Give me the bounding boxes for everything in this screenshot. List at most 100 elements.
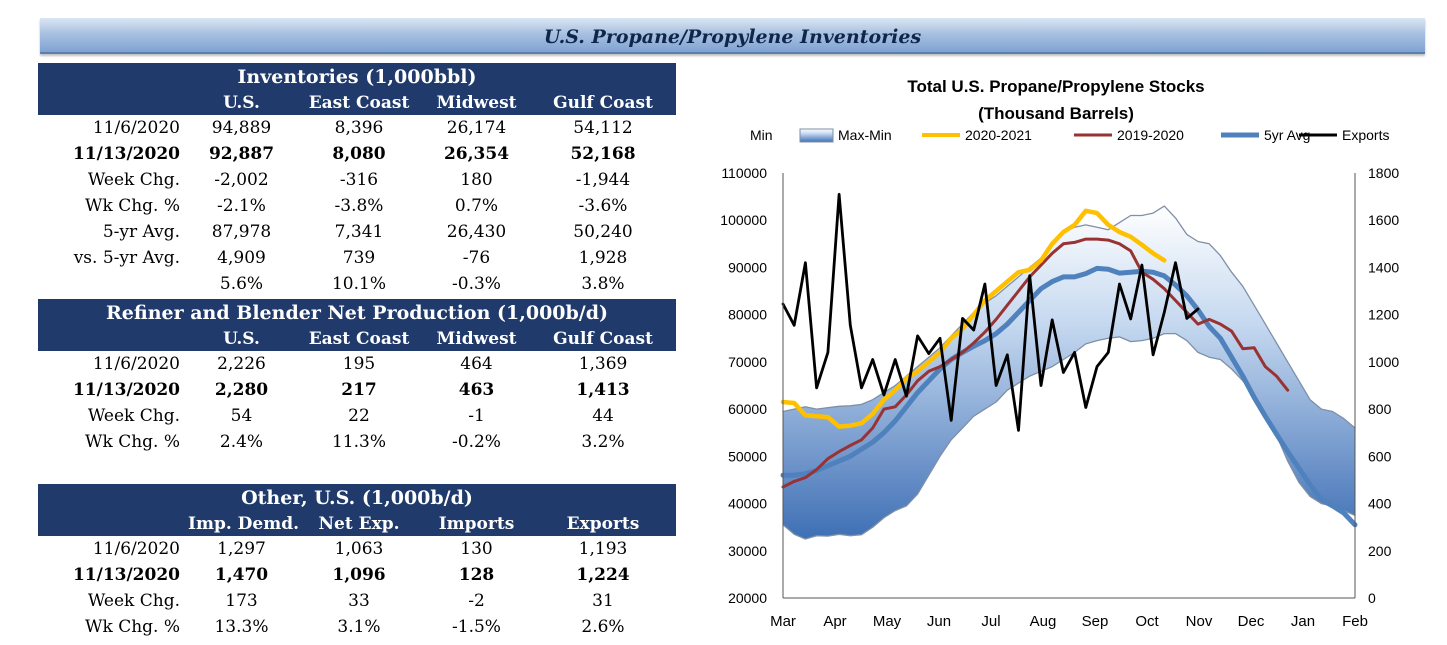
table-cell: 8,080 xyxy=(332,144,386,164)
y-tick-label: 50000 xyxy=(728,448,767,464)
table-cell: 180 xyxy=(460,170,493,190)
y2-tick-label: 1600 xyxy=(1368,212,1399,228)
table-row: 11/13/2020 92,887 8,080 26,354 52,168 xyxy=(38,141,676,167)
table-cell: 54,112 xyxy=(573,118,633,138)
x-tick-label: Jan xyxy=(1291,613,1315,630)
table-cell: 128 xyxy=(458,565,495,585)
table-cell: 3.1% xyxy=(337,617,381,637)
table-cell: 2.4% xyxy=(219,432,264,452)
max-min-band xyxy=(783,206,1355,539)
table-cell: 54 xyxy=(230,406,253,426)
table-cell: -316 xyxy=(339,170,379,190)
legend-swatch xyxy=(799,128,834,143)
table-row: 11/13/2020 2,280 217 463 1,413 xyxy=(38,377,676,403)
table-row: Week Chg. 54 22 -1 44 xyxy=(38,403,676,429)
table-cell: -1 xyxy=(468,406,485,426)
page-title: U.S. Propane/Propylene Inventories xyxy=(543,26,922,48)
column-header: Gulf Coast xyxy=(530,327,677,351)
legend-label: Exports xyxy=(1342,127,1389,143)
row-label: Week Chg. xyxy=(87,591,180,611)
x-tick-label: Dec xyxy=(1238,613,1265,630)
table-cell: 5.6% xyxy=(219,274,264,294)
row-label: 5-yr Avg. xyxy=(102,222,180,242)
table-cell: 22 xyxy=(348,406,370,426)
chart-title: Total U.S. Propane/Propylene Stocks xyxy=(907,77,1204,96)
table-cell: 1,063 xyxy=(334,539,384,559)
table-cell: 2,280 xyxy=(214,380,269,400)
y-tick-label: 110000 xyxy=(721,165,767,181)
table-cell: -3.8% xyxy=(334,196,384,216)
table-cell: 50,240 xyxy=(573,222,633,242)
table-row: Wk Chg. % 13.3% 3.1% -1.5% 2.6% xyxy=(38,614,676,640)
plot-area: 20000 30000 40000 50000 60000 70000 80000 90000… xyxy=(720,165,1399,630)
y2-tick-label: 400 xyxy=(1368,496,1392,512)
table-cell: -76 xyxy=(462,248,491,268)
page-banner: U.S. Propane/Propylene Inventories xyxy=(40,18,1425,54)
table-cell: 739 xyxy=(342,248,376,268)
row-label: 11/6/2020 xyxy=(92,539,180,559)
row-label: Wk Chg. % xyxy=(85,617,180,637)
x-tick-label: Mar xyxy=(770,613,796,630)
table-cell: -2,002 xyxy=(214,170,269,190)
table-cell: 217 xyxy=(341,380,377,400)
table-cell: 33 xyxy=(348,591,370,611)
table-cell: 87,978 xyxy=(211,222,272,242)
y-tick-label: 30000 xyxy=(728,543,767,559)
table-cell: 1,470 xyxy=(214,565,269,585)
table-cell: 0.7% xyxy=(454,196,499,216)
column-header: Imp. Demd. xyxy=(188,512,300,536)
production-table: Refiner and Blender Net Production (1,00… xyxy=(38,299,677,455)
y2-tick-label: 800 xyxy=(1368,401,1392,417)
table-header: Other, U.S. (1,000b/d) xyxy=(38,484,676,512)
x-tick-label: Jun xyxy=(927,613,951,630)
table-row: Week Chg. 173 33 -2 31 xyxy=(38,588,676,614)
table-cell: 1,224 xyxy=(576,565,630,585)
legend-label: 2020-2021 xyxy=(965,127,1032,143)
table-cell: 44 xyxy=(592,406,614,426)
table-cell: 1,369 xyxy=(578,354,628,374)
table-cell: -2 xyxy=(468,591,485,611)
x-tick-label: Oct xyxy=(1135,613,1159,630)
x-tick-label: Apr xyxy=(823,613,846,630)
stocks-chart: Total U.S. Propane/Propylene Stocks (Tho… xyxy=(720,77,1399,630)
row-label: 11/6/2020 xyxy=(92,118,180,138)
legend-label: Max-Min xyxy=(838,127,892,143)
x-tick-label: Feb xyxy=(1342,613,1368,630)
table-cell: 2,226 xyxy=(217,354,266,374)
table-row: 11/6/2020 94,889 8,396 26,174 54,112 xyxy=(38,115,676,141)
series-line-2020-2021 xyxy=(780,208,1167,429)
table-row: 11/6/2020 2,226 195 464 1,369 xyxy=(38,351,676,377)
y2-tick-label: 0 xyxy=(1368,590,1376,606)
table-cell: 130 xyxy=(460,539,493,559)
table-cell: 1,928 xyxy=(578,248,628,268)
row-label: 11/6/2020 xyxy=(92,354,180,374)
column-header xyxy=(38,512,188,536)
table-row: vs. 5-yr Avg. 4,909 739 -76 1,928 xyxy=(38,245,676,271)
table-row: Wk Chg. % 2.4% 11.3% -0.2% 3.2% xyxy=(38,429,676,455)
y2-tick-label: 600 xyxy=(1368,448,1392,464)
table-cell: 8,396 xyxy=(334,118,384,138)
table-cell: 2.6% xyxy=(581,617,625,637)
column-header: Midwest xyxy=(423,327,530,351)
y-tick-label: 60000 xyxy=(728,401,767,417)
table-cell: 1,297 xyxy=(217,539,266,559)
table-row: 5.6% 10.1% -0.3% 3.8% xyxy=(38,271,676,297)
row-label: 11/13/2020 xyxy=(72,380,180,400)
x-tick-label: Aug xyxy=(1030,613,1057,630)
table-cell: 31 xyxy=(592,591,614,611)
y-tick-label: 20000 xyxy=(728,590,767,606)
row-label xyxy=(38,271,188,297)
x-tick-label: Jul xyxy=(981,613,1000,630)
table-cell: 26,174 xyxy=(446,118,507,138)
table-row: Wk Chg. % -2.1% -3.8% 0.7% -3.6% xyxy=(38,193,676,219)
table-cell: 7,341 xyxy=(334,222,384,242)
table-row: Week Chg. -2,002 -316 180 -1,944 xyxy=(38,167,676,193)
row-label: Week Chg. xyxy=(87,406,180,426)
row-label: Wk Chg. % xyxy=(85,432,180,452)
row-label: vs. 5-yr Avg. xyxy=(73,248,180,268)
column-header: Exports xyxy=(530,512,676,536)
table-header: Inventories (1,000bbl) xyxy=(38,63,676,91)
column-header xyxy=(38,91,188,115)
table-cell: -2.1% xyxy=(217,196,266,216)
table-header: Refiner and Blender Net Production (1,00… xyxy=(38,299,677,327)
